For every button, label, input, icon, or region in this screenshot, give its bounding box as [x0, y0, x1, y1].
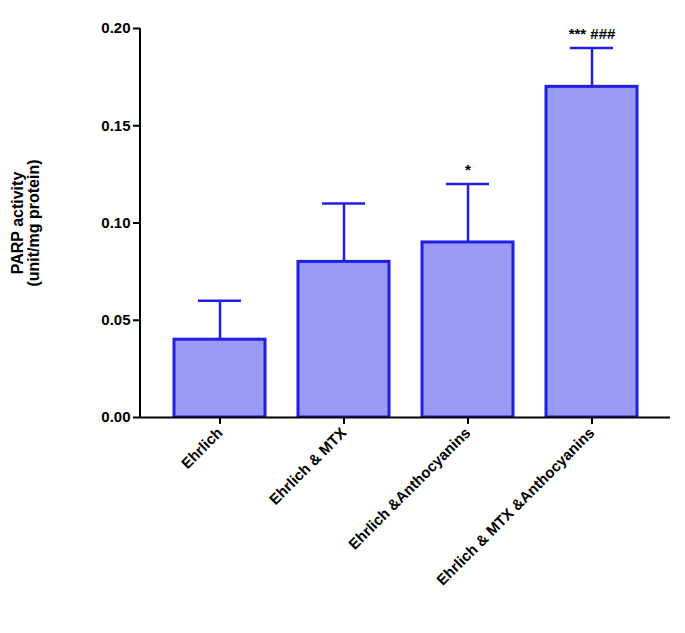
svg-text:Ehrlich: Ehrlich — [178, 424, 226, 472]
svg-text:*** ###: *** ### — [569, 25, 616, 42]
svg-text:PARP activity(unit/mg protein): PARP activity(unit/mg protein) — [9, 159, 42, 286]
svg-text:0.15: 0.15 — [101, 117, 130, 134]
svg-text:0.10: 0.10 — [101, 214, 130, 231]
svg-text:*: * — [465, 161, 471, 178]
svg-text:Ehrlich & MTX: Ehrlich & MTX — [266, 424, 350, 508]
svg-text:0.05: 0.05 — [101, 311, 130, 328]
svg-text:Ehrlich & MTX &Anthocyanins: Ehrlich & MTX &Anthocyanins — [433, 424, 598, 589]
svg-text:0.00: 0.00 — [101, 408, 130, 425]
svg-text:0.20: 0.20 — [101, 19, 130, 36]
svg-text:Ehrlich &Anthocyanins: Ehrlich &Anthocyanins — [345, 424, 474, 553]
